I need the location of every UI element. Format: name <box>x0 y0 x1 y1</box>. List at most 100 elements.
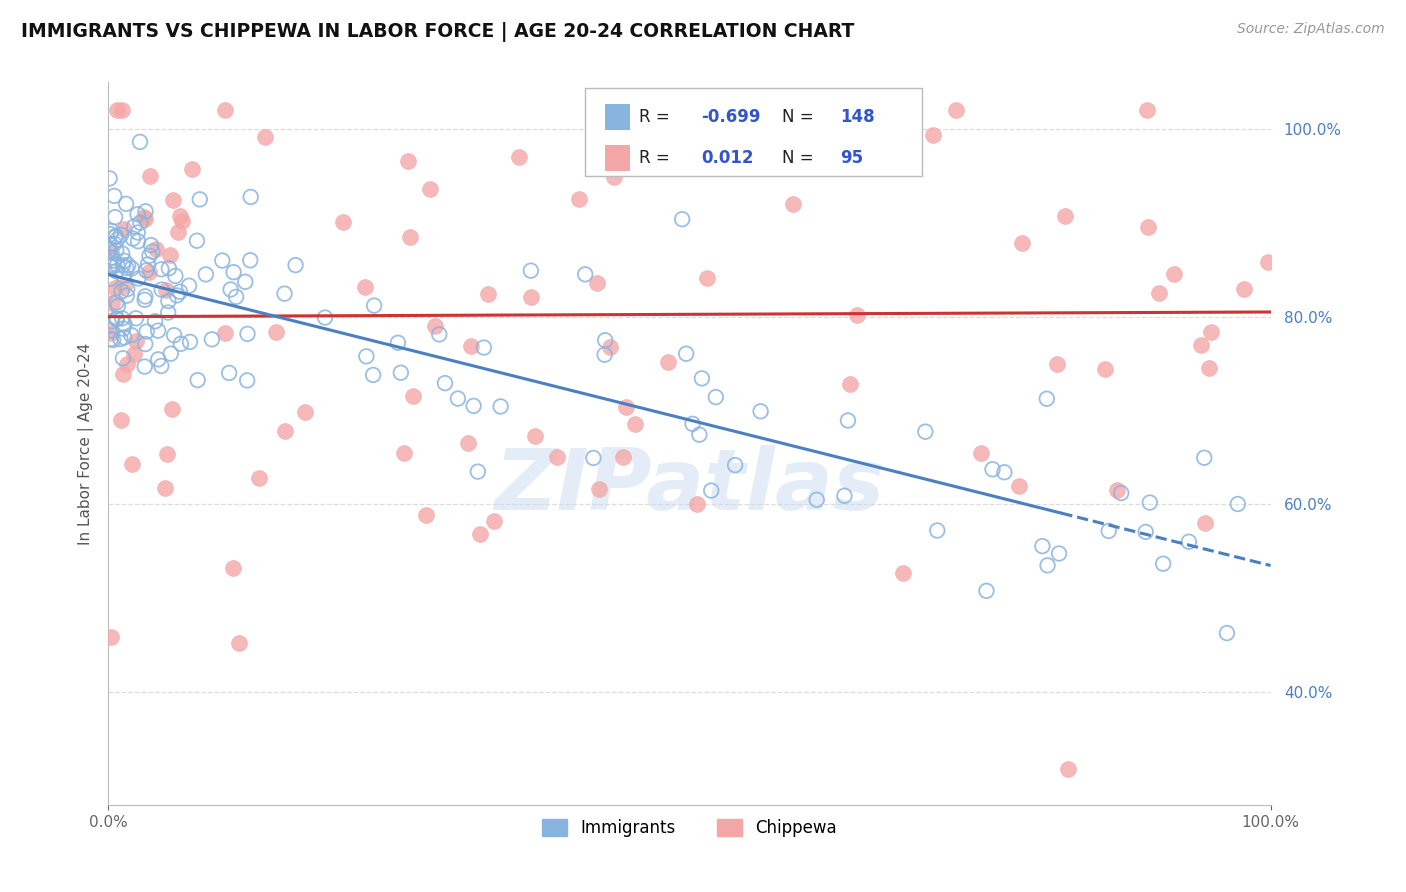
Point <box>115 260 138 275</box>
Point <box>100 227 122 242</box>
Point <box>100 324 122 338</box>
Text: 95: 95 <box>841 149 863 167</box>
Point <box>214 326 236 341</box>
Point <box>187 373 209 387</box>
Point <box>222 265 245 279</box>
Point <box>1189 338 1212 352</box>
Point <box>222 560 245 574</box>
Point <box>1135 524 1157 539</box>
Point <box>134 211 156 225</box>
Y-axis label: In Labor Force | Age 20-24: In Labor Force | Age 20-24 <box>79 343 94 545</box>
Point <box>236 326 259 341</box>
Point <box>105 311 128 326</box>
Point <box>100 326 122 340</box>
Point <box>159 248 181 262</box>
Point <box>1163 268 1185 282</box>
Point <box>172 214 194 228</box>
Point <box>508 150 530 164</box>
Point <box>153 481 176 495</box>
Point <box>675 347 697 361</box>
Point <box>134 212 156 227</box>
Point <box>127 234 149 248</box>
Point <box>179 334 201 349</box>
Point <box>239 190 262 204</box>
Point <box>922 128 945 143</box>
Point <box>101 314 124 328</box>
Point <box>993 465 1015 479</box>
Point <box>671 212 693 227</box>
Point <box>136 257 159 271</box>
Point <box>155 447 177 461</box>
Text: N =: N = <box>782 149 814 167</box>
Point <box>1008 479 1031 493</box>
Point <box>101 333 124 347</box>
Point <box>1046 357 1069 371</box>
Point <box>139 238 162 252</box>
Point <box>709 117 731 131</box>
Point <box>314 310 336 325</box>
Point <box>586 277 609 291</box>
Point <box>122 347 145 361</box>
Point <box>1035 392 1057 406</box>
Point <box>188 193 211 207</box>
Point <box>157 305 180 319</box>
Point <box>567 192 589 206</box>
Point <box>100 332 122 346</box>
Point <box>423 319 446 334</box>
Point <box>110 412 132 426</box>
Point <box>294 405 316 419</box>
Point <box>157 293 180 308</box>
Point <box>247 471 270 485</box>
Point <box>110 332 132 346</box>
Point <box>112 268 135 283</box>
Point <box>122 219 145 234</box>
Point <box>134 289 156 303</box>
Point <box>1011 235 1033 250</box>
Point <box>214 103 236 117</box>
Point <box>696 270 718 285</box>
Point <box>361 368 384 382</box>
Point <box>121 457 143 471</box>
Point <box>387 335 409 350</box>
Point <box>104 229 127 244</box>
Point <box>394 446 416 460</box>
Point <box>117 258 139 272</box>
Point <box>138 249 160 263</box>
Point <box>105 258 128 272</box>
Point <box>112 253 135 268</box>
Point <box>363 299 385 313</box>
Point <box>150 262 173 277</box>
Point <box>463 399 485 413</box>
Point <box>1053 209 1076 223</box>
Point <box>574 268 596 282</box>
Point <box>1031 539 1053 553</box>
Point <box>162 193 184 207</box>
Point <box>1178 534 1201 549</box>
Point <box>112 321 135 335</box>
Point <box>103 189 125 203</box>
Point <box>970 446 993 460</box>
Point <box>143 314 166 328</box>
Point <box>489 400 512 414</box>
Point <box>194 268 217 282</box>
Point <box>134 293 156 307</box>
Point <box>332 215 354 229</box>
Point <box>419 182 441 196</box>
Point <box>111 258 134 272</box>
Point <box>688 427 710 442</box>
Point <box>135 204 157 219</box>
Point <box>284 258 307 272</box>
Point <box>100 224 122 238</box>
Point <box>122 231 145 245</box>
Point <box>1201 325 1223 339</box>
Point <box>135 263 157 277</box>
Point <box>749 404 772 418</box>
Point <box>1036 558 1059 573</box>
Point <box>682 417 704 431</box>
Point <box>839 376 862 391</box>
Text: -0.699: -0.699 <box>702 108 761 126</box>
Point <box>266 325 288 339</box>
Point <box>150 283 173 297</box>
Point <box>177 278 200 293</box>
Point <box>107 299 129 313</box>
